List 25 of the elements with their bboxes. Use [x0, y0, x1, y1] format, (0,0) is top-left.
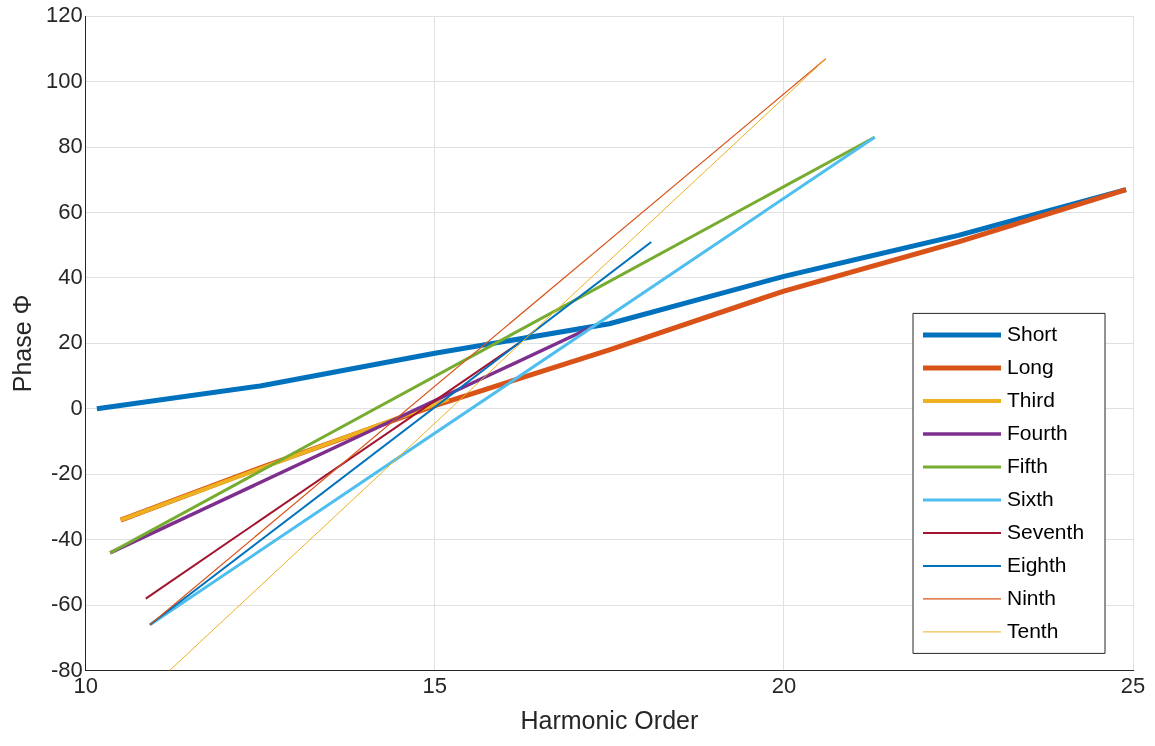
y-tick-label: -40 — [50, 525, 83, 551]
y-tick-label: 80 — [58, 133, 83, 159]
legend-label: Eighth — [1007, 552, 1067, 576]
y-tick-label: 40 — [58, 264, 83, 290]
y-tick-label: 120 — [45, 2, 83, 28]
y-tick-label: 0 — [70, 394, 83, 420]
y-tick-label: -60 — [50, 591, 83, 617]
legend-label: Ninth — [1007, 585, 1057, 609]
x-tick-label: 15 — [422, 672, 448, 698]
y-tick-label: 20 — [58, 329, 83, 355]
y-tick-label: 60 — [58, 198, 83, 224]
legend-label: Short — [1007, 321, 1058, 345]
y-tick-label: -20 — [50, 460, 83, 486]
x-tick-label: 25 — [1120, 672, 1146, 698]
legend-label: Tenth — [1007, 618, 1059, 642]
legend-label: Long — [1007, 354, 1054, 378]
x-axis-title: Harmonic Order — [520, 705, 699, 734]
x-tick-label: 20 — [771, 672, 797, 698]
legend-label: Fourth — [1007, 420, 1068, 444]
legend-label: Fifth — [1007, 453, 1048, 477]
legend-label: Third — [1007, 387, 1055, 411]
y-axis-title: Phase Φ — [7, 294, 36, 393]
y-tick-label: 100 — [45, 67, 83, 93]
legend-label: Seventh — [1007, 519, 1085, 543]
legend-label: Sixth — [1007, 486, 1054, 510]
